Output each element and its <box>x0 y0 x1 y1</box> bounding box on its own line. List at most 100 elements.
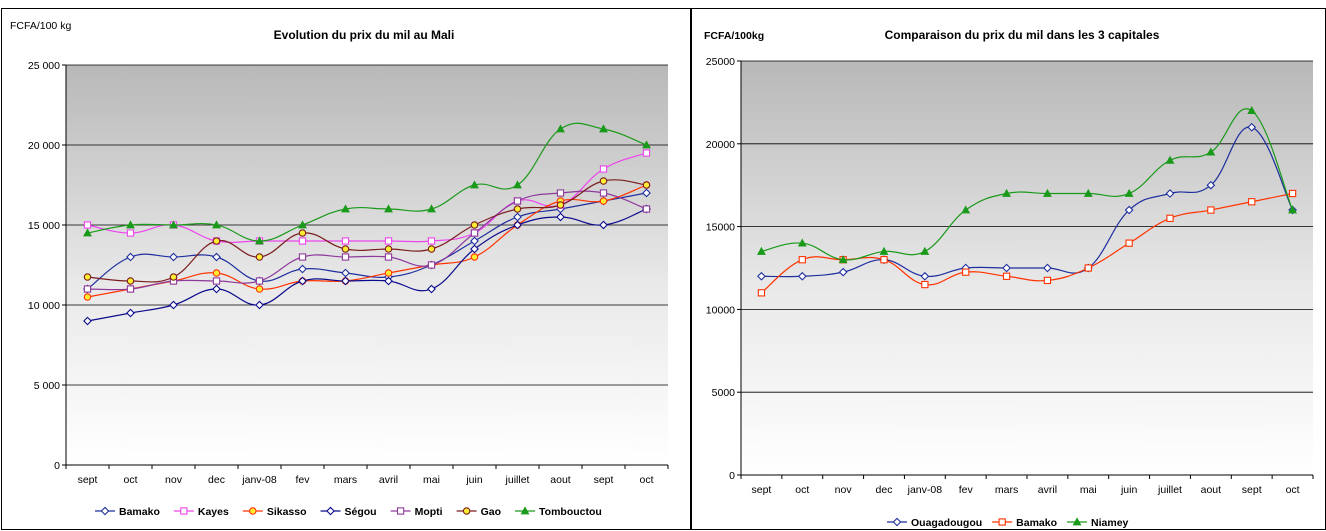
y-tick-label: 0 <box>729 470 735 482</box>
legend-marker <box>998 518 1006 526</box>
data-point <box>1043 263 1052 273</box>
data-point <box>513 180 522 189</box>
data-point <box>470 244 479 254</box>
data-point <box>427 245 436 253</box>
legend-marker <box>249 507 257 515</box>
data-point <box>556 189 565 197</box>
legend-marker <box>520 506 530 515</box>
data-point <box>642 205 651 213</box>
data-point <box>797 271 807 281</box>
cropped-top-text <box>0 0 1326 8</box>
x-tick-label: dec <box>876 484 893 496</box>
legend-item: Sikasso <box>242 506 307 518</box>
legend-item: Bamako <box>95 506 160 518</box>
data-point <box>880 256 888 264</box>
x-tick-label: avril <box>1038 484 1057 496</box>
data-point <box>1248 198 1256 206</box>
series-line <box>87 122 647 242</box>
data-point <box>384 276 393 286</box>
data-point <box>1002 188 1012 197</box>
data-point <box>255 300 264 310</box>
data-point <box>1043 276 1052 285</box>
data-point <box>83 221 92 229</box>
x-tick-label: oct <box>795 484 809 496</box>
data-point <box>83 316 92 326</box>
data-point <box>920 246 930 255</box>
data-point <box>212 220 221 229</box>
data-point <box>599 220 608 230</box>
data-point <box>255 236 264 245</box>
x-tick-label: nov <box>165 474 183 486</box>
data-point <box>599 189 608 197</box>
x-tick-label: janv-08 <box>241 474 277 486</box>
data-point <box>255 277 264 285</box>
data-point <box>169 220 178 229</box>
legend-item: Niamey <box>1067 517 1129 529</box>
data-point <box>757 289 766 297</box>
y-tick-label: 20000 <box>706 139 735 151</box>
data-point <box>798 256 806 264</box>
x-tick-label: oct <box>1286 484 1300 496</box>
chart-title: Evolution du prix du mil au Mali <box>274 28 455 42</box>
y-tick-label: 10000 <box>706 304 735 316</box>
data-point <box>1083 188 1093 197</box>
data-point <box>962 268 970 276</box>
legend-item: Bamako <box>992 517 1057 529</box>
data-point <box>298 229 307 237</box>
data-point <box>384 253 393 261</box>
data-point <box>298 253 307 261</box>
data-point <box>341 204 350 213</box>
data-point <box>470 236 479 246</box>
data-point <box>212 237 221 245</box>
data-point <box>1207 206 1215 214</box>
series-line <box>761 108 1294 261</box>
x-tick-label: juillet <box>1157 484 1182 496</box>
data-point <box>126 252 135 262</box>
y-tick-label: 5000 <box>712 387 736 399</box>
data-point <box>879 246 889 255</box>
data-point <box>298 237 307 245</box>
legend-item: Kayes <box>173 506 229 518</box>
series-line <box>87 179 647 283</box>
data-point <box>427 284 436 294</box>
data-point <box>556 201 565 209</box>
x-tick-label: fev <box>295 474 310 486</box>
x-tick-label: mai <box>423 474 440 486</box>
data-point <box>599 124 608 133</box>
data-point <box>169 273 178 281</box>
data-point <box>838 267 848 277</box>
data-point <box>255 285 264 293</box>
data-point <box>1165 189 1175 198</box>
x-tick-label: juillet <box>505 474 530 486</box>
data-point <box>212 269 221 277</box>
chart-panel-capitals: 0 5000 10000 15000 20000 25000 sept oct nov dec ja… <box>691 8 1326 530</box>
data-point <box>556 124 565 133</box>
y-tick-label: 10 000 <box>28 300 60 312</box>
data-point <box>470 221 479 229</box>
data-point <box>513 212 522 222</box>
chart-capitals-prices: 0 5000 10000 15000 20000 25000 sept oct nov dec ja… <box>704 28 1314 529</box>
data-point <box>1247 106 1257 115</box>
data-point <box>1206 147 1216 156</box>
data-point <box>83 293 92 301</box>
data-point <box>1002 272 1011 280</box>
chart-title: Comparaison du prix du mil dans les 3 ca… <box>885 28 1160 42</box>
data-point <box>920 271 930 281</box>
legend-label: Tombouctou <box>539 506 602 518</box>
data-point <box>642 149 651 157</box>
data-point <box>921 280 929 289</box>
y-axis-unit-label: FCFA/100 kg <box>10 20 71 32</box>
x-tick-label: mars <box>334 474 357 486</box>
x-tick-label: sept <box>751 484 771 496</box>
legend-item: Ségou <box>320 506 377 518</box>
data-point <box>1124 188 1134 197</box>
legend-label: Gao <box>481 506 501 518</box>
legend-marker <box>100 506 110 516</box>
data-point <box>427 237 436 245</box>
data-point <box>384 204 393 213</box>
data-point <box>384 245 393 253</box>
data-point <box>126 285 135 293</box>
y-tick-label: 5 000 <box>34 380 60 392</box>
legend-label: Ouagadougou <box>911 517 982 529</box>
data-point <box>126 277 135 285</box>
